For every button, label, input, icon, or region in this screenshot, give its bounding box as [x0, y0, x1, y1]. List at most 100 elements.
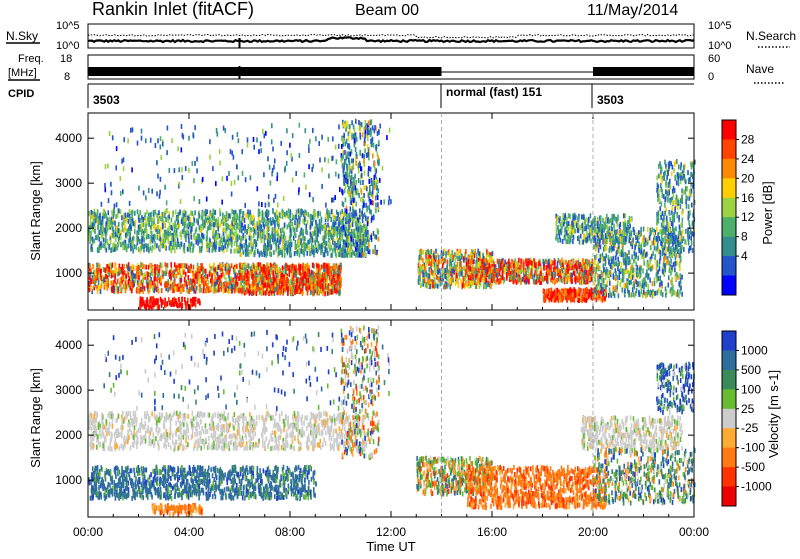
power-echo-cell-720: [175, 210, 177, 215]
power-echo-cell-1155: [103, 267, 105, 272]
power-echo-cell-2496: [315, 285, 317, 290]
power-echo-cell-1505: [163, 271, 165, 276]
power-echo-cell-3972: [368, 235, 370, 240]
power-echo-cell-4702: [458, 251, 460, 256]
power-echo-cell-3328: [299, 219, 301, 224]
power-echo-cell-4203: [123, 166, 125, 171]
power-echo-cell-2163: [266, 275, 268, 280]
power-echo-cell-3985: [375, 235, 377, 240]
power-echo-cell-4101: [331, 156, 333, 161]
power-echo-cell-4038: [378, 130, 380, 135]
power-echo-cell-4113: [335, 145, 337, 150]
power-echo-cell-2516: [253, 269, 255, 274]
power-echo-cell-1589: [106, 264, 108, 269]
power-echo-cell-3219: [311, 243, 313, 248]
power-echo-cell-3946: [353, 191, 355, 196]
power-echo-cell-881: [224, 221, 226, 226]
power-echo-cell-3294: [279, 240, 281, 245]
nave-tick-top: 60: [708, 53, 720, 65]
power-echo-cell-3697: [348, 136, 350, 141]
power-echo-cell-3554: [168, 297, 170, 302]
power-echo-cell-3354: [252, 247, 254, 252]
power-echo-cell-794: [138, 218, 140, 223]
power-echo-cell-2544: [255, 271, 257, 276]
power-echo-cell-4109: [295, 171, 297, 176]
power-echo-cell-1455: [175, 267, 177, 272]
power-echo-cell-2553: [340, 277, 342, 282]
power-echo-cell-4173: [145, 195, 147, 200]
power-echo-cell-3979: [357, 252, 359, 257]
power-echo-cell-1600: [189, 286, 191, 291]
power-echo-cell-3338: [305, 229, 307, 234]
power-echo-cell-875: [126, 247, 128, 252]
power-echo-cell-816: [225, 230, 227, 235]
power-echo-cell-3119: [313, 245, 315, 250]
power-echo-cell-4248: [348, 144, 350, 149]
power-echo-cell-3305: [247, 245, 249, 250]
power-echo-cell-889: [229, 241, 231, 246]
power-echo-cell-2546: [299, 271, 301, 276]
power-echo-cell-2446: [282, 265, 284, 270]
power-echo-cell-4201: [236, 164, 238, 169]
power-echo-cell-4744: [433, 253, 435, 258]
power-echo-cell-862: [120, 242, 122, 247]
power-echo-cell-860: [111, 233, 113, 238]
power-echo-cell-4746: [423, 272, 425, 277]
power-echo-cell-777: [200, 228, 202, 233]
power-echo-cell-391: [141, 246, 143, 251]
power-echo-cell-1336: [154, 268, 156, 273]
power-echo-cell-1498: [127, 271, 129, 276]
power-echo-cell-4168: [256, 137, 258, 142]
power-echo-cell-2909: [259, 253, 261, 258]
power-echo-cell-1579: [111, 288, 113, 293]
power-echo-cell-574: [143, 217, 145, 222]
power-echo-cell-1379: [182, 265, 184, 270]
power-echo-cell-4241: [151, 189, 153, 194]
power-echo-cell-4645: [463, 277, 465, 282]
power-echo-cell-3461: [318, 245, 320, 250]
power-echo-cell-4155: [336, 159, 338, 164]
power-echo-cell-1599: [189, 266, 191, 271]
power-echo-cell-679: [163, 212, 165, 217]
power-echo-cell-4711: [418, 255, 420, 260]
power-echo-cell-3924: [356, 222, 358, 227]
power-echo-cell-4167: [292, 133, 294, 138]
power-echo-cell-4244: [299, 153, 301, 158]
cpid-segment-3: 3503: [597, 93, 624, 107]
power-echo-cell-2500: [330, 266, 332, 271]
power-echo-cell-4237: [237, 132, 239, 137]
power-echo-cell-883: [116, 246, 118, 251]
power-echo-cell-3088: [262, 210, 264, 215]
power-echo-cell-852: [129, 224, 131, 229]
power-echo-cell-870: [188, 222, 190, 227]
power-echo-cell-459: [121, 215, 123, 220]
power-echo-cell-1464: [120, 269, 122, 274]
power-echo-cell-3953: [353, 163, 355, 168]
power-echo-cell-1569: [238, 288, 240, 293]
power-echo-cell-896: [226, 211, 228, 216]
power-echo-cell-1623: [218, 275, 220, 280]
power-echo-cell-3452: [306, 251, 308, 256]
power-echo-cell-849: [110, 220, 112, 225]
power-echo-cell-4115: [188, 136, 190, 141]
power-echo-cell-535: [209, 218, 211, 223]
power-echo-cell-3852: [368, 121, 370, 126]
power-echo-cell-3944: [351, 175, 353, 180]
power-echo-cell-1182: [190, 279, 192, 284]
power-echo-cell-627: [173, 233, 175, 238]
power-echo-cell-4041: [116, 146, 118, 151]
power-echo-cell-3495: [261, 232, 263, 237]
power-echo-cell-3809: [354, 174, 356, 179]
power-echo-cell-3314: [297, 239, 299, 244]
power-echo-cell-3617: [140, 300, 142, 305]
power-echo-cell-878: [103, 243, 105, 248]
power-echo-cell-805: [106, 248, 108, 253]
power-echo-cell-3650: [354, 142, 356, 147]
power-echo-cell-1132: [209, 264, 211, 269]
power-echo-cell-3129: [267, 247, 269, 252]
power-echo-cell-666: [143, 238, 145, 243]
power-echo-cell-3462: [252, 227, 254, 232]
power-echo-cell-3207: [310, 214, 312, 219]
power-echo-cell-2900: [304, 236, 306, 241]
power-echo-cell-4689: [421, 256, 423, 261]
